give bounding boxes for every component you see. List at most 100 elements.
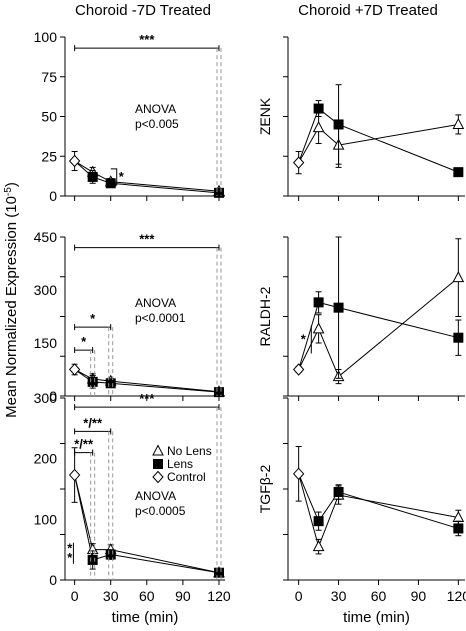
series-line-triangle-open (74, 160, 220, 192)
panel-right-bottom: 0 30 60 90 120 time (min) TGFβ-2 (257, 397, 466, 626)
y-tick-label: 200 (34, 451, 58, 467)
legend-marker-diamond-open (152, 470, 164, 484)
x-tick-label: 0 (71, 588, 79, 604)
data-point-diamond-open (68, 363, 81, 376)
series-line-square-filled (74, 160, 220, 194)
sig-side-label: * (67, 541, 73, 556)
data-point-triangle-open (312, 121, 325, 133)
series-line-square-filled (298, 301, 459, 370)
series-line-square-filled (298, 473, 459, 529)
data-point-diamond-open (68, 468, 81, 482)
right-column-title: Choroid +7D Treated (298, 2, 438, 19)
data-point-triangle-open (452, 117, 465, 129)
series-line-triangle-open (74, 369, 220, 393)
y-tick-label: 25 (41, 148, 57, 164)
panel-right-top: ZENK (257, 36, 465, 201)
anova-annotation: ANOVA (135, 296, 176, 310)
anova-annotation: ANOVA (135, 102, 176, 116)
x-tick-label: 60 (371, 588, 387, 604)
data-point-square-filled (333, 119, 344, 130)
x-tick-label: 60 (139, 588, 155, 604)
legend-label: Control (167, 470, 206, 484)
left-column-title: Choroid -7D Treated (75, 2, 211, 19)
x-tick-label: 0 (295, 588, 303, 604)
anova-annotation: ANOVA (135, 489, 176, 503)
x-tick-label: 30 (331, 588, 347, 604)
data-point-square-filled (333, 302, 344, 313)
sig-side-label: * (67, 550, 73, 565)
anova-annotation: p<0.005 (135, 117, 179, 131)
series-line-triangle-open (298, 277, 459, 378)
x-tick-label: 30 (103, 588, 119, 604)
y-tick-label: 100 (34, 511, 58, 527)
y-tick-label: 0 (49, 188, 57, 204)
data-point-square-filled (313, 103, 324, 114)
data-point-square-filled (87, 554, 98, 565)
sig-label: * (81, 334, 87, 349)
y-tick-label: 75 (41, 69, 57, 85)
data-point-square-filled (453, 523, 464, 534)
y-axis-label-main: Mean Normalized Expression (10 (3, 196, 20, 418)
y-tick-label: 0 (49, 572, 57, 588)
gene-label: RALDH-2 (257, 286, 273, 346)
anova-annotation: p<0.0001 (135, 311, 186, 325)
y-tick-label: 100 (34, 29, 58, 45)
sig-label: *** (139, 32, 155, 47)
data-point-triangle-open (312, 540, 325, 552)
sig-label: *** (139, 232, 155, 247)
sig-label: * (301, 331, 307, 346)
legend-label: No Lens (167, 444, 212, 458)
legend-label: Lens (167, 457, 193, 471)
sig-bracket (110, 168, 118, 186)
data-point-diamond-open (68, 154, 81, 168)
y-tick-label: 50 (41, 109, 57, 125)
data-point-diamond-open (292, 363, 305, 376)
x-tick-label: 90 (175, 588, 191, 604)
x-tick-label: 120 (207, 588, 231, 604)
data-point-square-filled (105, 178, 116, 189)
sig-label: *** (139, 391, 155, 406)
series-line-triangle-open (74, 474, 220, 574)
y-tick-label: 150 (34, 335, 58, 351)
data-point-triangle-open (452, 271, 465, 283)
data-point-square-filled (213, 187, 224, 198)
y-tick-label: 300 (34, 282, 58, 298)
chart-panels: 0255075100ANOVAp<0.005****0150300450ANOV… (34, 29, 466, 626)
data-point-square-filled (213, 387, 224, 398)
y-tick-label: 300 (34, 390, 58, 406)
y-tick-label: 450 (34, 229, 58, 245)
data-point-triangle-open (312, 322, 325, 334)
data-point-square-filled (313, 516, 324, 527)
legend-marker-triangle-open (152, 444, 164, 456)
data-point-square-filled (453, 332, 464, 343)
panel-right-mid: RALDH-2 * (257, 236, 465, 401)
data-point-diamond-open (292, 467, 305, 481)
sig-label: * (119, 169, 125, 184)
x-axis-label: time (min) (343, 609, 410, 626)
anova-annotation: p<0.0005 (135, 504, 186, 518)
y-tick-label: 0 (49, 388, 57, 404)
sig-label: */** (83, 415, 103, 430)
data-point-diamond-open (292, 156, 305, 169)
x-axis-label: time (min) (112, 609, 179, 626)
y-axis-label-exponent: -5 (3, 187, 14, 196)
series-line-triangle-open (298, 473, 459, 549)
sig-label: */** (74, 437, 94, 452)
data-point-square-filled (313, 297, 324, 308)
series-line-square-filled (74, 369, 220, 393)
sig-label: * (90, 311, 96, 326)
y-axis-label: Mean Normalized Expression (10-5) (3, 182, 20, 418)
gene-label: TGFβ-2 (257, 465, 273, 514)
series-line-square-filled (74, 474, 220, 574)
legend-marker-square-filled (153, 459, 163, 469)
data-point-square-filled (105, 378, 116, 389)
data-point-square-filled (453, 167, 464, 178)
data-point-square-filled (105, 549, 116, 560)
series-line-square-filled (298, 107, 459, 173)
x-tick-label: 120 (447, 588, 466, 604)
